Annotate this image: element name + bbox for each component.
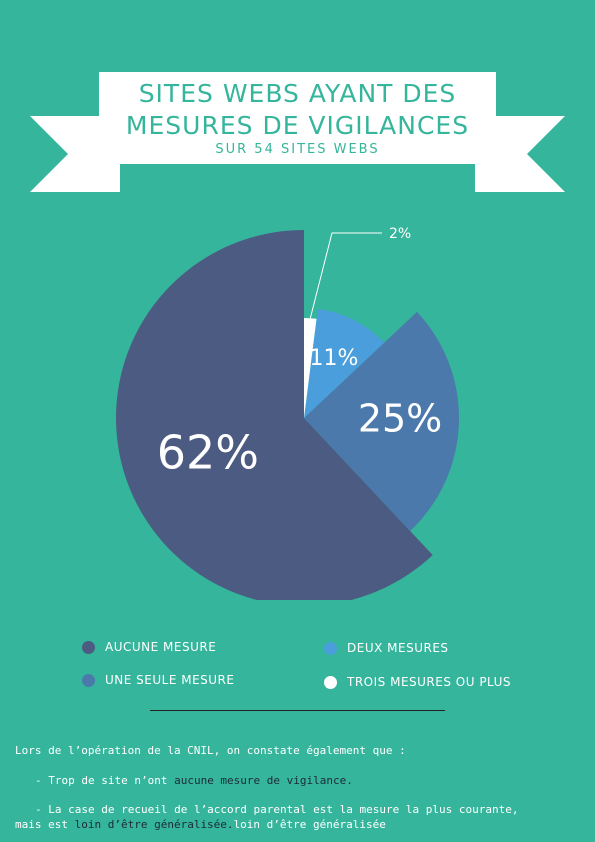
- legend-swatch: [82, 640, 95, 654]
- legend-label: DEUX MESURES: [347, 641, 449, 655]
- divider: [150, 710, 445, 711]
- legend-label: AUCUNE MESURE: [105, 640, 217, 654]
- pie-label: 25%: [358, 397, 442, 441]
- pie-label: 62%: [157, 426, 259, 480]
- pie-slice-deux-mesures: [304, 308, 385, 418]
- note-bullet-2-tail: loin d’être généralisée: [233, 818, 386, 831]
- title-banner: SITES WEBS AYANT DES MESURES DE VIGILANC…: [99, 72, 496, 164]
- pie-leader-line: [309, 232, 382, 319]
- note-bullet-1: - Trop de site n’ont aucune mesure de vi…: [35, 773, 595, 788]
- chart-title-line1: SITES WEBS AYANT DES: [138, 79, 457, 108]
- legend-swatch: [324, 641, 337, 655]
- pie-slice-une-seule-mesure: [304, 311, 459, 531]
- legend-label: UNE SEULE MESURE: [105, 673, 235, 687]
- legend-item-deux: DEUX MESURES: [324, 641, 449, 655]
- chart-subtitle: SUR 54 SITES WEBS: [215, 142, 380, 157]
- pie-label: 2%: [389, 226, 411, 242]
- pie-label: 11%: [310, 346, 359, 371]
- note-bullet-2-text: mais est: [15, 818, 75, 831]
- note-intro: Lors de l’opération de la CNIL, on const…: [15, 744, 406, 757]
- pie-chart: 62% 25% 11% 2%: [116, 226, 459, 600]
- legend-swatch: [324, 675, 337, 689]
- note-bullet-2-line1: - La case de recueil de l’accord parenta…: [35, 803, 519, 816]
- note-bullet-2-emphasis: loin d’être généralisée.: [74, 818, 234, 831]
- legend-label: TROIS MESURES OU PLUS: [347, 675, 512, 689]
- chart-title-line2: MESURES DE VIGILANCES: [125, 111, 470, 140]
- pie-slice-trois-mesures-ou-plus: [304, 318, 317, 418]
- ribbon-left-tail: [30, 116, 120, 192]
- ribbon-right-tail: [475, 116, 565, 192]
- note-bullet-1-emphasis: aucune mesure de vigilance.: [174, 774, 353, 787]
- ribbon-decoration: [30, 116, 565, 192]
- legend-item-une-seule: UNE SEULE MESURE: [82, 673, 234, 687]
- note-bullet-1-text: - Trop de site n’ont: [35, 774, 175, 787]
- note-bullet-2-line2: mais est loin d’être généralisée.loin d’…: [15, 817, 590, 832]
- pie-slice-aucune-mesure: [116, 230, 433, 600]
- legend-item-aucune: AUCUNE MESURE: [82, 640, 216, 654]
- legend-swatch: [82, 673, 95, 687]
- legend-item-trois: TROIS MESURES OU PLUS: [324, 675, 511, 689]
